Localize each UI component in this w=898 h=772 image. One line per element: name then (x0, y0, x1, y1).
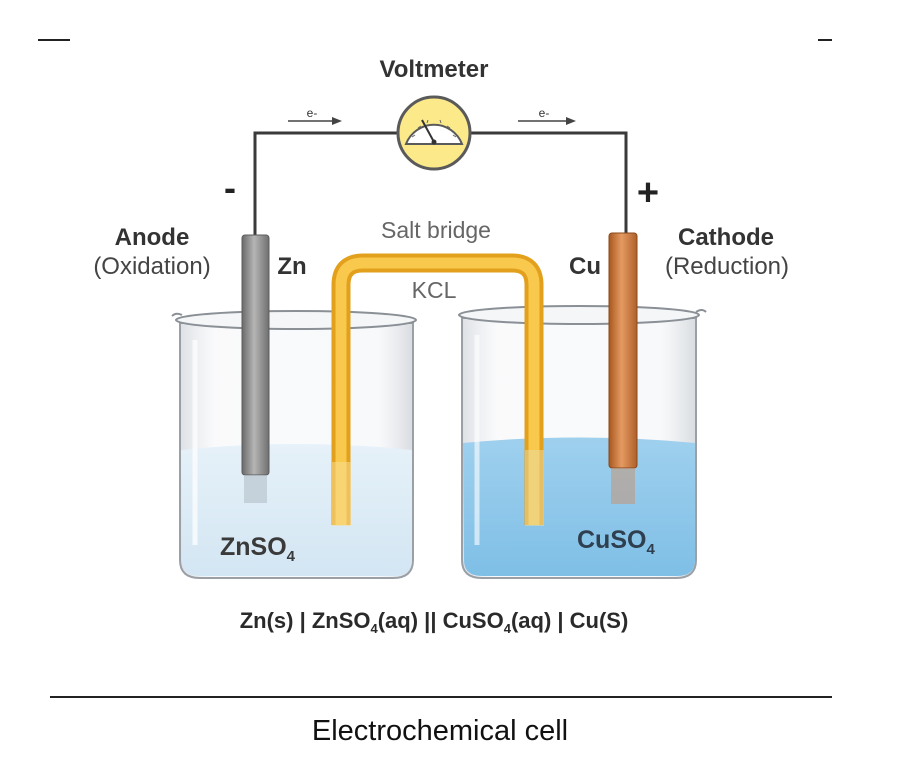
electron-label-right: e- (539, 106, 550, 120)
znso4-solution (181, 444, 412, 576)
salt-bridge-substance-label: KCL (412, 277, 457, 303)
cuso4-solution (463, 437, 695, 576)
znso4-label-text: ZnSO4 (220, 533, 296, 565)
salt-bridge (331, 253, 544, 526)
cathode-process: (Reduction) (665, 253, 789, 280)
znso4-beaker (171, 310, 417, 579)
anode-title: Anode (115, 224, 190, 251)
electron-flow-arrow-right: e- (518, 106, 576, 125)
znso4-label: ZnSO4 (220, 533, 296, 565)
cuso4-label-text: CuSO4 (577, 526, 655, 558)
figure-caption: Electrochemical cell (312, 715, 568, 747)
voltmeter-label: Voltmeter (380, 56, 489, 83)
anode-process: (Oxidation) (93, 253, 210, 280)
circuit-wire (253, 131, 628, 240)
cathode-title: Cathode (678, 224, 774, 251)
voltmeter-icon (396, 95, 472, 171)
electron-label-left: e- (307, 106, 318, 120)
salt-bridge-label: Salt bridge (381, 217, 491, 243)
zinc-electrode-label: Zn (277, 253, 306, 280)
positive-terminal-sign: + (637, 172, 659, 214)
zinc-electrode (241, 234, 270, 503)
cell-notation: Zn(s) | ZnSO4(aq) || CuSO4(aq) | Cu(S) (240, 608, 629, 636)
negative-terminal-sign: - (224, 167, 236, 208)
electron-flow-arrow-left: e- (288, 106, 342, 125)
copper-electrode-label: Cu (569, 253, 601, 280)
cuso4-label: CuSO4 (577, 526, 655, 558)
copper-electrode (608, 232, 638, 504)
